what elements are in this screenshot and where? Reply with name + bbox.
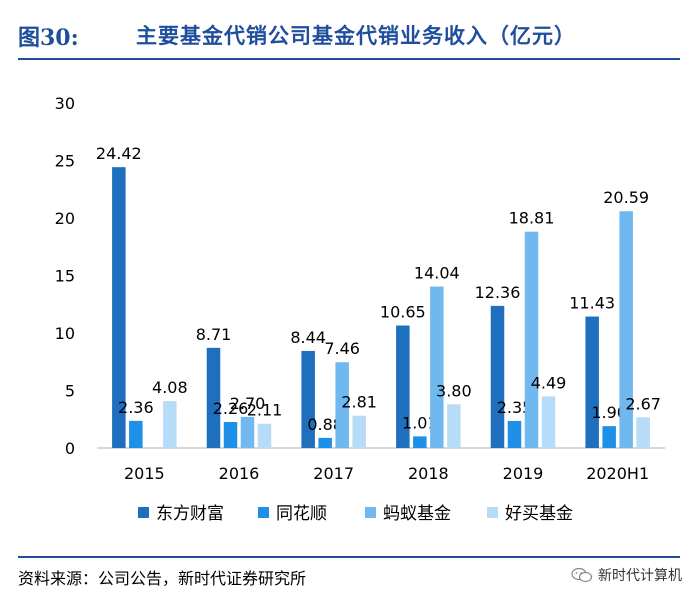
bar	[112, 167, 126, 449]
data-label: 2.67	[625, 394, 661, 413]
data-label: 3.80	[436, 381, 472, 400]
data-label: 0.88	[307, 415, 343, 434]
legend-swatch	[487, 507, 498, 518]
data-label: 12.36	[475, 283, 521, 302]
data-label: 2.26	[213, 399, 249, 418]
bar	[206, 347, 221, 448]
watermark: 新时代计算机	[571, 565, 682, 585]
data-label: 7.46	[324, 339, 360, 358]
figure-header: 图30: 主要基金代销公司基金代销业务收入（亿元）	[18, 18, 678, 52]
source-note: 资料来源：公司公告，新时代证券研究所	[18, 569, 307, 588]
bar	[602, 426, 616, 448]
footer-divider	[18, 556, 680, 558]
chart-title: 主要基金代销公司基金代销业务收入（亿元）	[136, 24, 576, 48]
y-tick-label: 10	[55, 324, 75, 343]
bar	[257, 423, 272, 448]
bar	[490, 305, 505, 448]
data-label: 2.11	[247, 401, 283, 420]
data-label: 8.44	[290, 328, 326, 347]
data-label: 20.59	[603, 188, 649, 207]
legend-label: 好买基金	[505, 504, 573, 524]
x-tick-label: 2015	[124, 464, 165, 483]
bar	[396, 325, 410, 448]
bar	[524, 231, 539, 448]
data-label: 11.43	[569, 294, 615, 313]
bar	[129, 420, 143, 448]
bar	[413, 436, 427, 448]
title-divider	[18, 58, 680, 60]
data-label: 10.65	[380, 303, 426, 322]
bar-chart: 0 5 10 15 20 25 30 24.42 2.364.08 2015 8.71 2.262.7…	[55, 94, 665, 524]
data-label: 4.08	[152, 378, 188, 397]
bar	[447, 404, 461, 448]
x-tick-label: 2019	[503, 464, 544, 483]
x-tick-label: 2017	[313, 464, 354, 483]
data-label: 2.36	[118, 398, 154, 417]
legend-label: 同花顺	[276, 504, 327, 524]
data-label: 1.01	[402, 413, 438, 432]
bar	[301, 350, 315, 448]
data-label: 14.04	[414, 264, 460, 283]
legend-label: 东方财富	[156, 504, 224, 524]
y-tick-label: 5	[65, 382, 75, 401]
figure-number: 图30:	[18, 25, 79, 51]
bar	[223, 422, 238, 448]
x-tick-label: 2018	[408, 464, 449, 483]
x-tick-label: 2020H1	[586, 464, 649, 483]
legend-swatch	[138, 507, 149, 518]
data-label: 2.70	[230, 394, 266, 413]
bar	[430, 286, 444, 448]
bar	[507, 420, 522, 448]
wechat-icon	[571, 567, 593, 583]
data-label: 4.49	[531, 373, 567, 392]
y-tick-label: 15	[55, 267, 75, 286]
legend-swatch	[365, 507, 376, 518]
bar	[619, 211, 633, 448]
data-label: 2.81	[341, 393, 377, 412]
bar	[335, 362, 349, 448]
data-label: 2.35	[497, 398, 533, 417]
bar	[585, 316, 599, 448]
data-label: 8.71	[196, 325, 232, 344]
legend-swatch	[258, 507, 269, 518]
y-tick-label: 30	[55, 94, 75, 113]
data-label: 24.42	[96, 144, 142, 163]
bar	[352, 415, 366, 448]
data-label: 1.90	[591, 403, 627, 422]
bar	[541, 396, 556, 448]
x-tick-label: 2016	[219, 464, 260, 483]
bar	[163, 401, 177, 448]
bar	[318, 437, 332, 448]
data-label: 18.81	[509, 209, 555, 228]
y-tick-label: 20	[55, 209, 75, 228]
bar	[636, 417, 650, 448]
watermark-text: 新时代计算机	[598, 568, 682, 584]
legend-label: 蚂蚁基金	[383, 504, 451, 524]
y-tick-label: 0	[65, 439, 75, 458]
bar	[240, 416, 255, 448]
y-tick-label: 25	[55, 152, 75, 171]
